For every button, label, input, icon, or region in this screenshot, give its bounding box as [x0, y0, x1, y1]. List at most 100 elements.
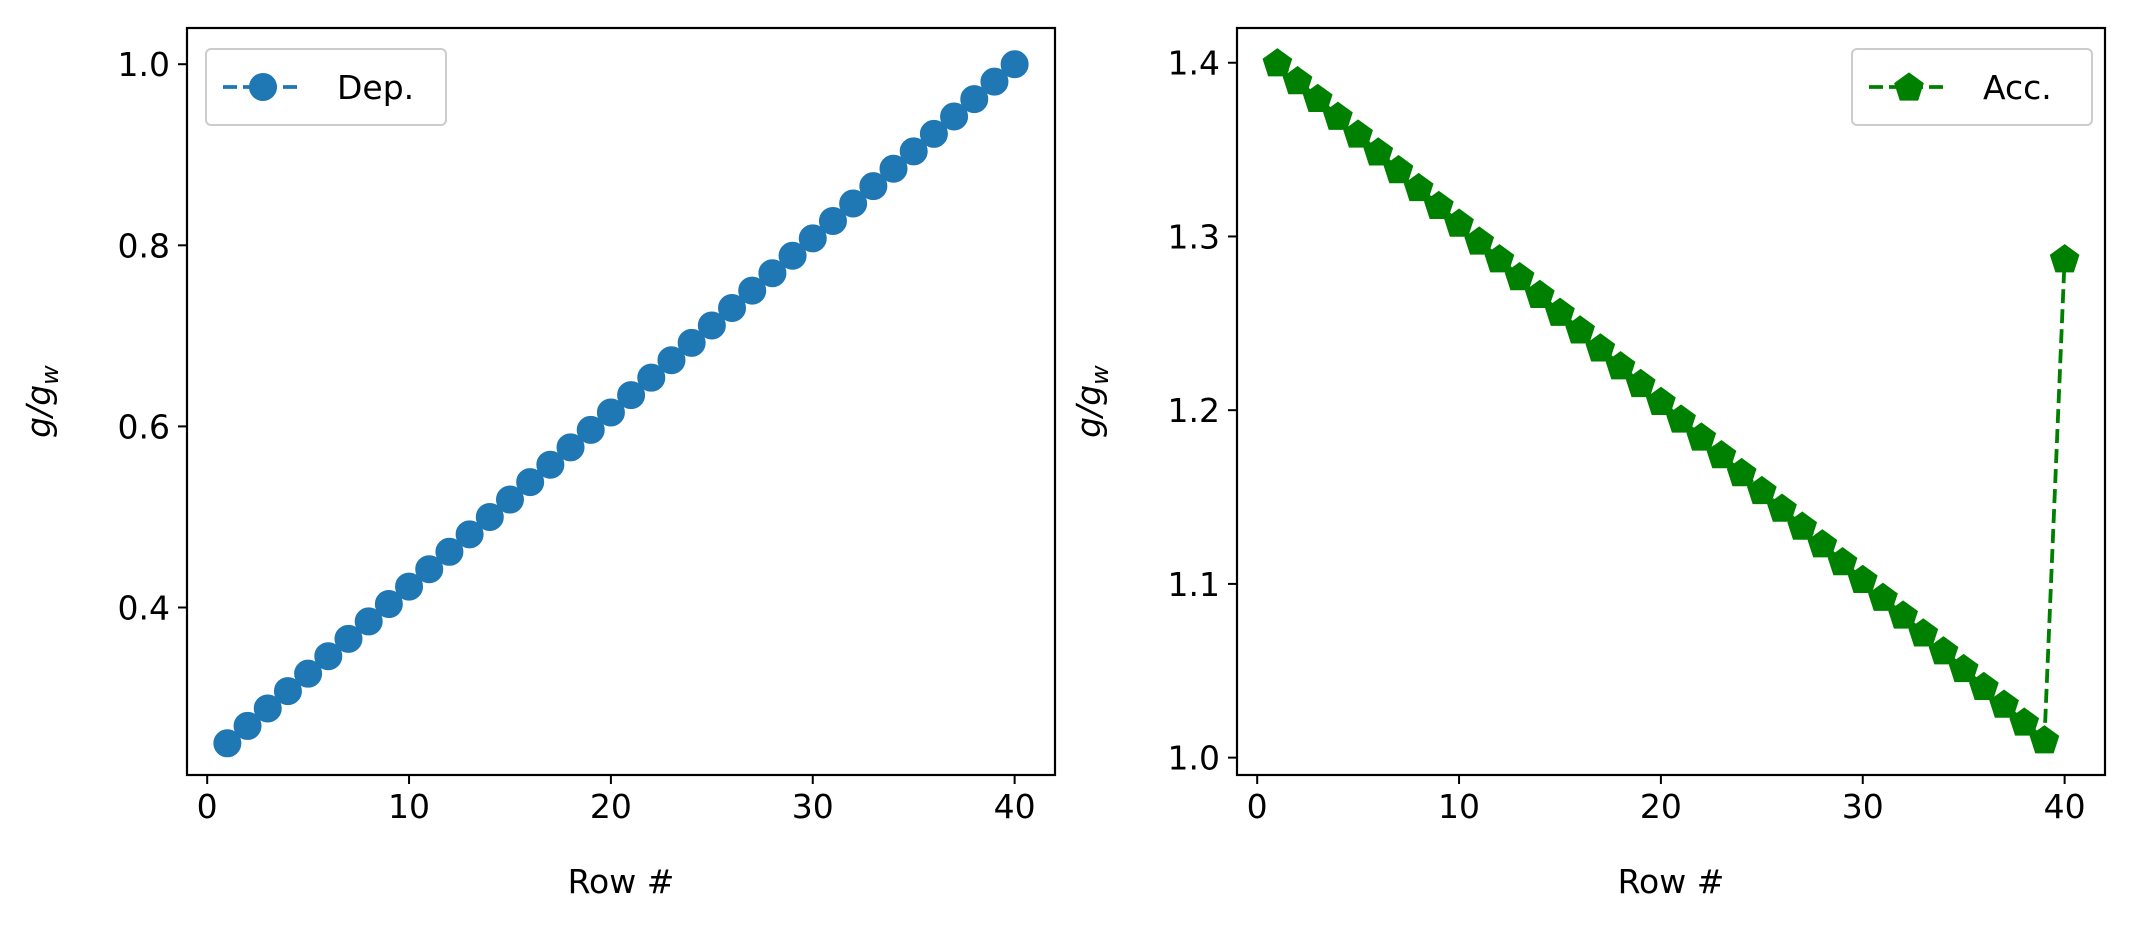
chart-panel-2: 0 10 20 30 40 1.0 1.1 1.2 1.3 1.4 Row # g/gw Acc.	[1069, 26, 2107, 901]
data-point	[1726, 457, 1757, 487]
data-point	[1302, 83, 1333, 112]
y-axis-label: g/gw	[1069, 365, 1114, 438]
data-point	[213, 729, 242, 758]
data-point	[1000, 50, 1029, 79]
data-point	[536, 450, 565, 479]
legend: Acc.	[1851, 48, 2093, 126]
x-tick-label: 40	[994, 787, 1036, 826]
data-point	[2009, 707, 2040, 736]
data-point	[1646, 386, 1676, 415]
y-axis-label: g/gw	[19, 365, 64, 438]
y-tick-label: 0.4	[118, 588, 170, 627]
data-point	[1464, 226, 1495, 255]
legend-marker	[1894, 72, 1924, 101]
data-point	[1666, 404, 1696, 433]
x-tick-label: 10	[388, 787, 430, 826]
data-point	[1686, 422, 1717, 451]
data-point	[1343, 119, 1373, 148]
axes-frame	[1235, 26, 2107, 777]
x-tick-label: 10	[1438, 787, 1480, 826]
data-point	[940, 102, 969, 131]
x-axis-label: Row #	[1618, 862, 1725, 901]
x-tick-label: 0	[197, 787, 218, 826]
x-tick-label: 30	[1842, 787, 1884, 826]
data-point	[495, 485, 524, 514]
y-axis-label-subscript: w	[1086, 365, 1114, 385]
series-1	[1262, 48, 2080, 754]
data-point	[273, 677, 302, 706]
data-point	[2029, 725, 2060, 754]
data-point	[2049, 244, 2080, 273]
data-point	[839, 189, 868, 218]
legend-marker	[249, 73, 277, 101]
data-point	[758, 259, 787, 288]
data-point	[1504, 261, 1535, 291]
data-point	[1363, 137, 1394, 166]
data-point	[697, 311, 726, 340]
data-point	[1625, 368, 1656, 398]
data-point	[354, 607, 383, 636]
data-point	[980, 67, 1009, 96]
chart-panel-1: 0 10 20 30 40 0.4 0.6 0.8 1.0 Row # g/gw Dep.	[19, 26, 1057, 901]
x-tick-label: 40	[2044, 787, 2086, 826]
data-point	[1524, 279, 1555, 308]
data-point	[919, 119, 948, 148]
y-tick-label: 1.0	[118, 45, 170, 84]
data-point	[677, 328, 706, 357]
legend-label: Dep.	[337, 68, 414, 107]
data-point	[1827, 547, 1858, 576]
data-point	[1948, 653, 1979, 683]
data-point	[778, 241, 807, 270]
data-point	[1323, 101, 1353, 130]
data-point	[637, 363, 666, 392]
data-point	[415, 555, 444, 584]
y-tick-label: 1.0	[1168, 739, 1220, 778]
legend: Dep.	[205, 48, 447, 126]
data-point	[617, 381, 646, 410]
data-point	[1868, 582, 1898, 611]
data-point	[596, 398, 625, 427]
data-point	[374, 590, 403, 619]
data-point	[314, 642, 343, 671]
y-tick-label: 1.4	[1168, 44, 1220, 83]
data-point	[1383, 154, 1414, 184]
data-point	[1545, 297, 1575, 326]
data-point	[899, 137, 928, 166]
x-tick-label: 0	[1247, 787, 1268, 826]
data-point	[1585, 333, 1616, 362]
series-1	[213, 50, 1029, 758]
x-tick-label: 20	[1640, 787, 1682, 826]
data-point	[1989, 689, 2019, 718]
y-tick-label: 0.6	[118, 407, 170, 446]
data-point	[1484, 244, 1515, 273]
data-point	[1605, 351, 1636, 380]
data-point	[395, 572, 424, 601]
y-axis-label-main: g/g	[1069, 385, 1108, 438]
data-point	[1706, 440, 1737, 469]
y-tick-label: 0.8	[118, 226, 170, 265]
legend-box	[205, 48, 447, 126]
data-point	[657, 346, 686, 375]
data-point	[1767, 493, 1797, 522]
legend-label: Acc.	[1983, 68, 2052, 107]
y-tick-label: 1.1	[1168, 565, 1220, 604]
y-tick-label: 1.3	[1168, 217, 1220, 256]
data-point	[1928, 636, 1959, 665]
data-point	[475, 502, 504, 531]
data-point	[1262, 48, 1293, 77]
data-point	[1565, 315, 1596, 344]
data-point	[818, 206, 847, 235]
data-point	[1746, 475, 1777, 505]
y-axis-label-subscript: w	[36, 365, 64, 385]
data-point	[1444, 208, 1474, 237]
data-point	[960, 85, 989, 114]
data-point	[334, 624, 363, 653]
data-point	[718, 293, 747, 322]
data-point	[556, 433, 585, 462]
y-tick-label: 1.2	[1168, 391, 1220, 430]
data-point	[294, 659, 323, 688]
axes-frame	[185, 26, 1057, 777]
data-point	[738, 276, 767, 305]
legend-box	[1851, 48, 2093, 126]
